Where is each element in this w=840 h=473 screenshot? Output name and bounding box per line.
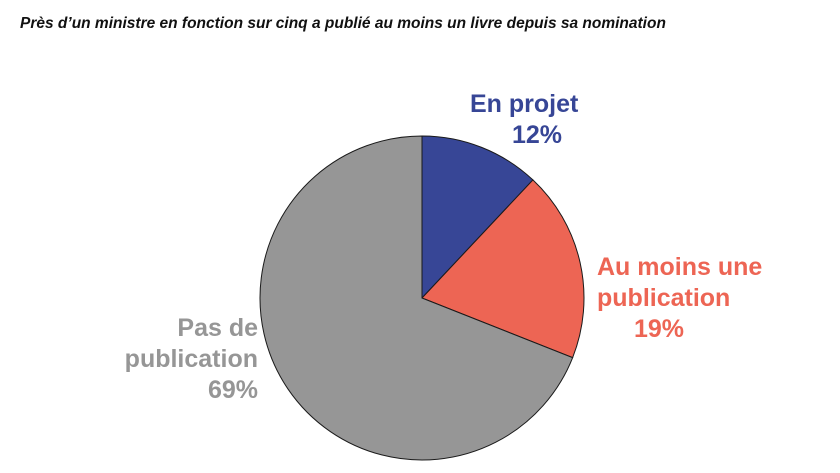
pie-slice-pas-de-publication	[259, 135, 574, 461]
slice-label-text: En projet	[470, 90, 579, 118]
slice-label-percent: 12%	[511, 121, 562, 149]
pie-slice-en-projet	[421, 135, 534, 300]
slice-label-text: publication	[124, 345, 258, 373]
slice-label-text: publication	[597, 284, 731, 312]
slice-label-en-projet: En projet 12%	[470, 89, 582, 151]
slice-label-percent: 19%	[633, 315, 684, 343]
pie-slice-au-moins-une-publication	[421, 179, 585, 359]
slice-label-pas-de-publication: Pas de publication 69%	[106, 313, 258, 406]
slice-label-text: Au moins une	[597, 253, 763, 281]
slice-label-au-moins-une-publication: Au moins une publication 19%	[597, 252, 772, 345]
slice-label-percent: 69%	[207, 376, 258, 404]
chart-subtitle: Près d’un ministre en fonction sur cinq …	[20, 15, 666, 32]
slice-label-text: Pas de	[177, 314, 258, 342]
